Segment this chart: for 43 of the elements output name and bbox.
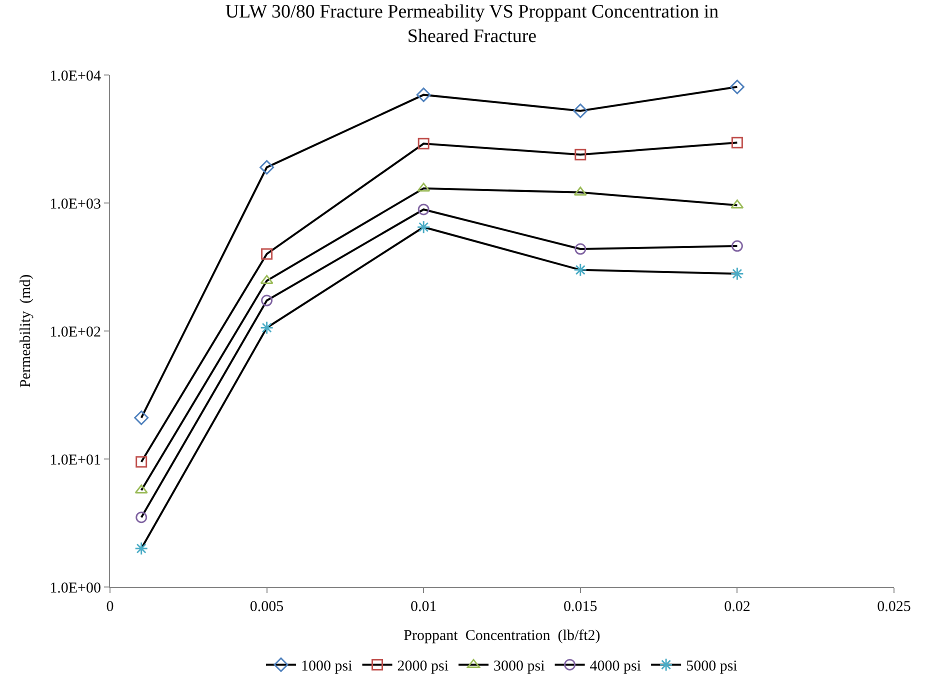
point [731, 240, 743, 252]
y-tick-label: 1.0E+04 [50, 68, 102, 84]
x-tick-label: 0.02 [724, 599, 750, 615]
point [134, 410, 149, 426]
point [136, 512, 148, 524]
point [418, 204, 430, 216]
y-tick-label: 1.0E+03 [50, 196, 101, 212]
point [731, 136, 743, 148]
y-tick-label: 1.0E+02 [50, 324, 101, 340]
x-tick-label: 0.005 [250, 599, 284, 615]
point [573, 104, 588, 118]
point [730, 80, 744, 94]
legend-label: 3000 psi [494, 658, 545, 675]
point [418, 138, 430, 150]
point [136, 456, 148, 468]
y-tick-label: 1.0E+01 [50, 452, 101, 468]
x-tick-label: 0.01 [410, 599, 437, 615]
point [730, 200, 744, 209]
point [134, 542, 148, 556]
x-tick-label: 0.015 [564, 599, 598, 615]
legend-label: 2000 psi [397, 658, 449, 675]
point [260, 274, 274, 284]
point [261, 248, 273, 260]
point [261, 294, 273, 306]
point [574, 148, 586, 160]
point [260, 321, 274, 335]
x-axis-title: Proppant Concentration (lb/ft2) [404, 628, 600, 644]
point [574, 186, 587, 196]
point [574, 263, 588, 277]
legend-label: 5000 psi [686, 658, 738, 675]
point [416, 220, 430, 234]
chart-title: ULW 30/80 Fracture Permeability VS Proppant Concentration in Sheared Fracture [225, 1, 720, 48]
legend-label: 1000 psi [301, 658, 352, 675]
x-tick-label: 0.025 [877, 599, 911, 615]
point [260, 160, 274, 175]
point [574, 243, 586, 255]
point [417, 182, 430, 192]
point [730, 267, 744, 281]
y-axis-title: Permeability (md) [18, 274, 34, 388]
y-tick-label: 1.0E+00 [50, 580, 101, 596]
x-tick-label: 0 [106, 599, 114, 615]
legend-label: 4000 psi [590, 658, 642, 675]
point [416, 88, 431, 102]
